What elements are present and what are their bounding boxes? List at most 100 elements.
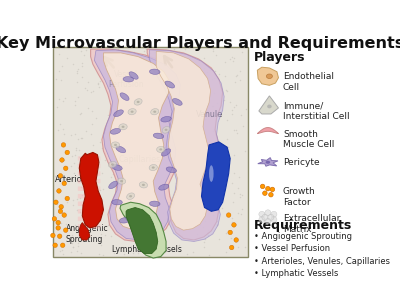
Point — [137, 225, 144, 230]
Ellipse shape — [134, 99, 142, 105]
Point — [179, 63, 186, 68]
Point — [129, 98, 135, 103]
Point — [103, 51, 110, 56]
Point — [96, 205, 102, 210]
Ellipse shape — [172, 99, 182, 105]
Point — [224, 137, 230, 142]
Point — [234, 244, 241, 249]
Point — [201, 94, 207, 99]
Point — [114, 210, 121, 215]
Point — [140, 116, 146, 121]
Point — [179, 204, 185, 209]
Point — [105, 222, 112, 227]
Point — [157, 184, 164, 189]
Point — [68, 164, 74, 168]
Point — [214, 219, 220, 224]
Point — [173, 180, 179, 185]
Polygon shape — [120, 202, 166, 258]
Point — [104, 112, 111, 117]
Point — [138, 70, 144, 75]
Point — [108, 174, 114, 179]
Point — [110, 246, 116, 251]
Point — [112, 124, 118, 129]
Polygon shape — [147, 49, 223, 240]
Point — [88, 89, 94, 94]
Point — [144, 193, 150, 198]
Point — [178, 167, 184, 172]
Circle shape — [266, 186, 270, 191]
Point — [95, 85, 102, 90]
Point — [211, 91, 217, 95]
Point — [190, 168, 197, 173]
Point — [234, 73, 240, 78]
Point — [227, 56, 233, 61]
Point — [200, 199, 207, 204]
Point — [208, 114, 214, 119]
Point — [142, 96, 148, 101]
Point — [219, 168, 225, 173]
Point — [141, 244, 147, 249]
Point — [74, 243, 81, 248]
Point — [173, 156, 179, 161]
Point — [164, 212, 170, 217]
Point — [210, 129, 216, 134]
Point — [160, 147, 166, 152]
Text: Endothelial
Cell: Endothelial Cell — [283, 72, 334, 92]
Point — [85, 105, 92, 110]
Point — [132, 56, 138, 61]
Point — [201, 206, 208, 211]
Circle shape — [56, 220, 60, 225]
Point — [62, 167, 68, 172]
Point — [230, 170, 237, 175]
Point — [60, 99, 66, 103]
Point — [236, 69, 243, 74]
Point — [72, 132, 78, 137]
Ellipse shape — [159, 184, 169, 190]
FancyBboxPatch shape — [78, 224, 100, 229]
Point — [160, 223, 166, 228]
Point — [77, 111, 83, 116]
Point — [224, 118, 230, 123]
Point — [175, 201, 182, 206]
Point — [56, 97, 62, 102]
Ellipse shape — [134, 214, 145, 220]
Point — [172, 217, 179, 222]
Point — [79, 193, 86, 198]
Point — [71, 161, 78, 166]
Point — [95, 162, 102, 167]
Point — [189, 118, 196, 123]
Point — [158, 111, 164, 116]
Point — [81, 221, 87, 226]
Point — [152, 211, 158, 216]
Point — [134, 235, 141, 240]
Circle shape — [226, 213, 231, 217]
Point — [238, 211, 244, 216]
Point — [202, 237, 208, 242]
Text: Angiogenic
Sprouting: Angiogenic Sprouting — [66, 224, 108, 244]
Point — [212, 69, 218, 74]
Ellipse shape — [119, 218, 130, 223]
Point — [76, 209, 83, 214]
Point — [79, 75, 85, 79]
Point — [103, 70, 110, 75]
Ellipse shape — [129, 72, 138, 79]
Point — [169, 116, 176, 121]
Point — [236, 192, 243, 197]
Point — [95, 82, 101, 87]
Point — [146, 124, 152, 129]
Ellipse shape — [209, 165, 214, 182]
Point — [83, 48, 89, 53]
Point — [138, 160, 145, 165]
Point — [140, 75, 146, 80]
Text: Venule: Venule — [196, 110, 223, 119]
Point — [237, 78, 244, 83]
Ellipse shape — [159, 148, 162, 151]
Point — [190, 249, 197, 254]
Point — [197, 111, 204, 116]
Point — [82, 195, 88, 200]
Circle shape — [271, 217, 277, 223]
Point — [79, 136, 86, 141]
Point — [172, 226, 179, 231]
Circle shape — [61, 143, 66, 147]
Polygon shape — [91, 49, 185, 241]
